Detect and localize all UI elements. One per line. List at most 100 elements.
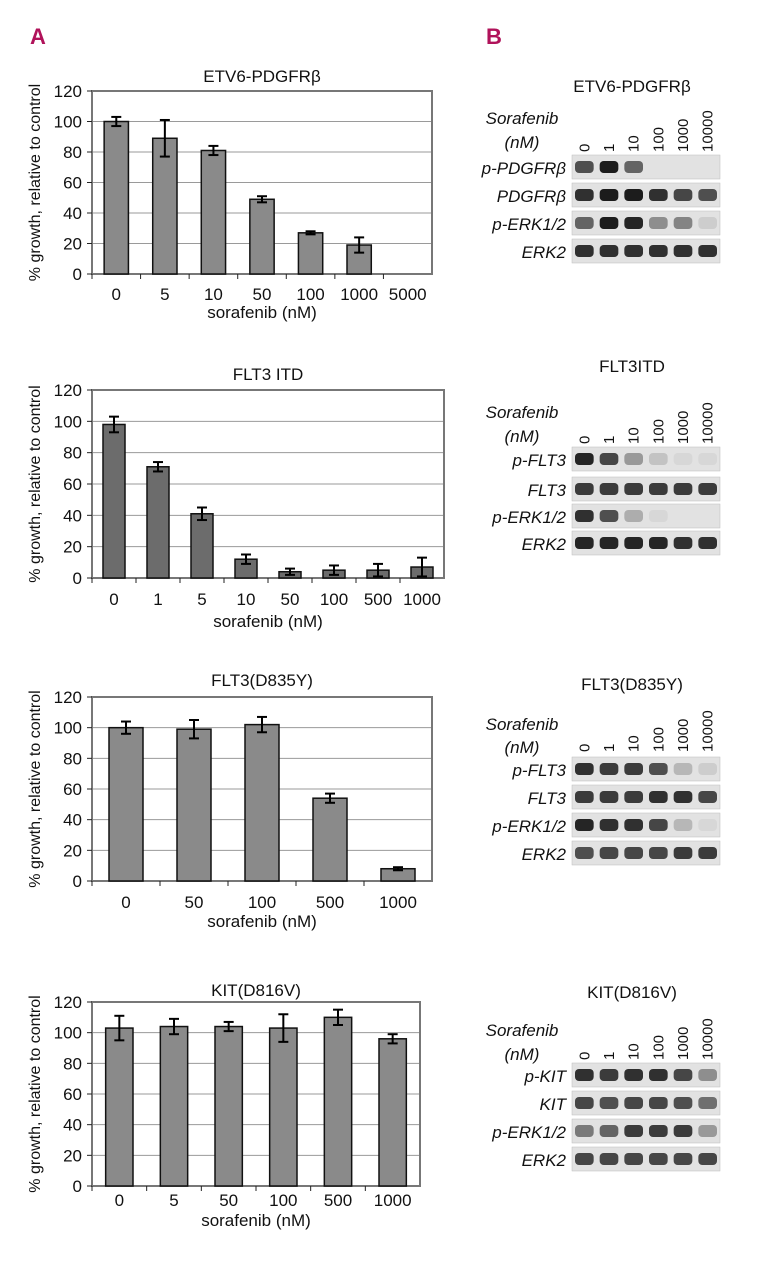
x-tick-label: 500	[324, 1191, 352, 1210]
band	[624, 791, 643, 803]
dose-label: 10	[626, 135, 643, 152]
band	[575, 847, 594, 859]
band	[649, 1125, 668, 1137]
band	[649, 763, 668, 775]
band	[575, 483, 594, 495]
y-axis-label: % growth, relative to control	[27, 385, 44, 582]
band	[624, 819, 643, 831]
y-tick-label: 80	[63, 1054, 82, 1073]
x-tick-label: 5	[169, 1191, 178, 1210]
dose-label: 10	[626, 427, 643, 444]
bar-0	[102, 423, 126, 579]
band	[673, 763, 693, 775]
band	[575, 245, 594, 257]
band	[599, 847, 619, 859]
band	[673, 483, 693, 495]
y-tick-label: 40	[63, 1116, 82, 1135]
band	[624, 245, 643, 257]
blot-strip	[571, 182, 721, 208]
band	[575, 217, 594, 229]
x-tick-label: 0	[112, 285, 121, 304]
band	[673, 189, 693, 201]
panel-label-a: A	[30, 24, 46, 49]
x-tick-label: 10	[204, 285, 223, 304]
y-tick-label: 20	[63, 1146, 82, 1165]
chart-title: FLT3 ITD	[233, 365, 304, 384]
y-tick-label: 20	[63, 235, 82, 254]
protein-label: p-ERK1/2	[491, 817, 566, 836]
y-tick-label: 100	[54, 719, 82, 738]
x-tick-label: 1	[153, 590, 162, 609]
band	[649, 453, 668, 465]
x-tick-label: 1000	[403, 590, 441, 609]
y-tick-label: 120	[54, 82, 82, 101]
x-tick-label: 100	[269, 1191, 297, 1210]
band	[698, 217, 717, 229]
dose-label: 1000	[675, 411, 692, 444]
y-tick-label: 80	[63, 143, 82, 162]
band	[673, 1125, 693, 1137]
y-tick-label: 0	[73, 1177, 82, 1196]
band	[599, 245, 619, 257]
blot-unit-label: (nM)	[505, 133, 540, 152]
blot-title: KIT(D816V)	[587, 983, 677, 1002]
blot-strip	[571, 1118, 721, 1144]
dose-label: 10000	[700, 1018, 717, 1060]
x-axis-label: sorafenib (nM)	[213, 612, 323, 631]
dose-label: 1000	[675, 119, 692, 152]
y-tick-label: 40	[63, 204, 82, 223]
blot-drug-label: Sorafenib	[486, 1021, 559, 1040]
band	[649, 537, 668, 549]
band	[673, 819, 693, 831]
blot-strip	[571, 1090, 721, 1116]
protein-label: p-PDGFRβ	[481, 159, 567, 178]
band	[649, 1097, 668, 1109]
protein-label: ERK2	[522, 1151, 567, 1170]
band	[599, 1069, 619, 1081]
dose-label: 0	[576, 436, 593, 444]
band	[649, 217, 668, 229]
y-tick-label: 80	[63, 749, 82, 768]
bar-0	[104, 1027, 134, 1187]
blot-title: FLT3ITD	[599, 357, 665, 376]
dose-label: 0	[576, 1052, 593, 1060]
band	[599, 763, 619, 775]
bar-50	[176, 728, 212, 882]
band	[649, 189, 668, 201]
protein-label: p-ERK1/2	[491, 1123, 566, 1142]
x-tick-label: 50	[185, 893, 204, 912]
y-tick-label: 40	[63, 506, 82, 525]
blot-strip	[571, 812, 721, 838]
band	[599, 791, 619, 803]
band	[599, 1153, 619, 1165]
y-tick-label: 80	[63, 444, 82, 463]
protein-label: ERK2	[522, 845, 567, 864]
western-blot-1: ETV6-PDGFRβ Sorafenib (nM) 0 1 10 100 1000 10000…	[481, 77, 721, 264]
dose-label: 10	[626, 735, 643, 752]
band	[673, 245, 693, 257]
bar-5	[159, 1025, 189, 1187]
x-axis-label: sorafenib (nM)	[201, 1211, 311, 1230]
y-tick-label: 0	[73, 265, 82, 284]
x-tick-label: 1000	[374, 1191, 412, 1210]
dose-label: 1	[601, 1052, 618, 1060]
band	[698, 1125, 717, 1137]
bar-10	[200, 149, 227, 275]
bar-100	[297, 232, 324, 275]
bar-500	[323, 1016, 353, 1187]
bar-1000	[378, 1038, 408, 1187]
x-tick-label: 0	[121, 893, 130, 912]
x-tick-label: 50	[253, 285, 272, 304]
dose-label: 1	[601, 436, 618, 444]
protein-label: p-ERK1/2	[491, 215, 566, 234]
blot-strip	[571, 840, 721, 866]
protein-label: p-ERK1/2	[491, 508, 566, 527]
band	[649, 791, 668, 803]
band	[698, 847, 717, 859]
bar-50	[249, 198, 275, 275]
band	[599, 483, 619, 495]
band	[624, 483, 643, 495]
band	[575, 189, 594, 201]
bar-0	[103, 120, 130, 275]
x-tick-label: 5	[197, 590, 206, 609]
